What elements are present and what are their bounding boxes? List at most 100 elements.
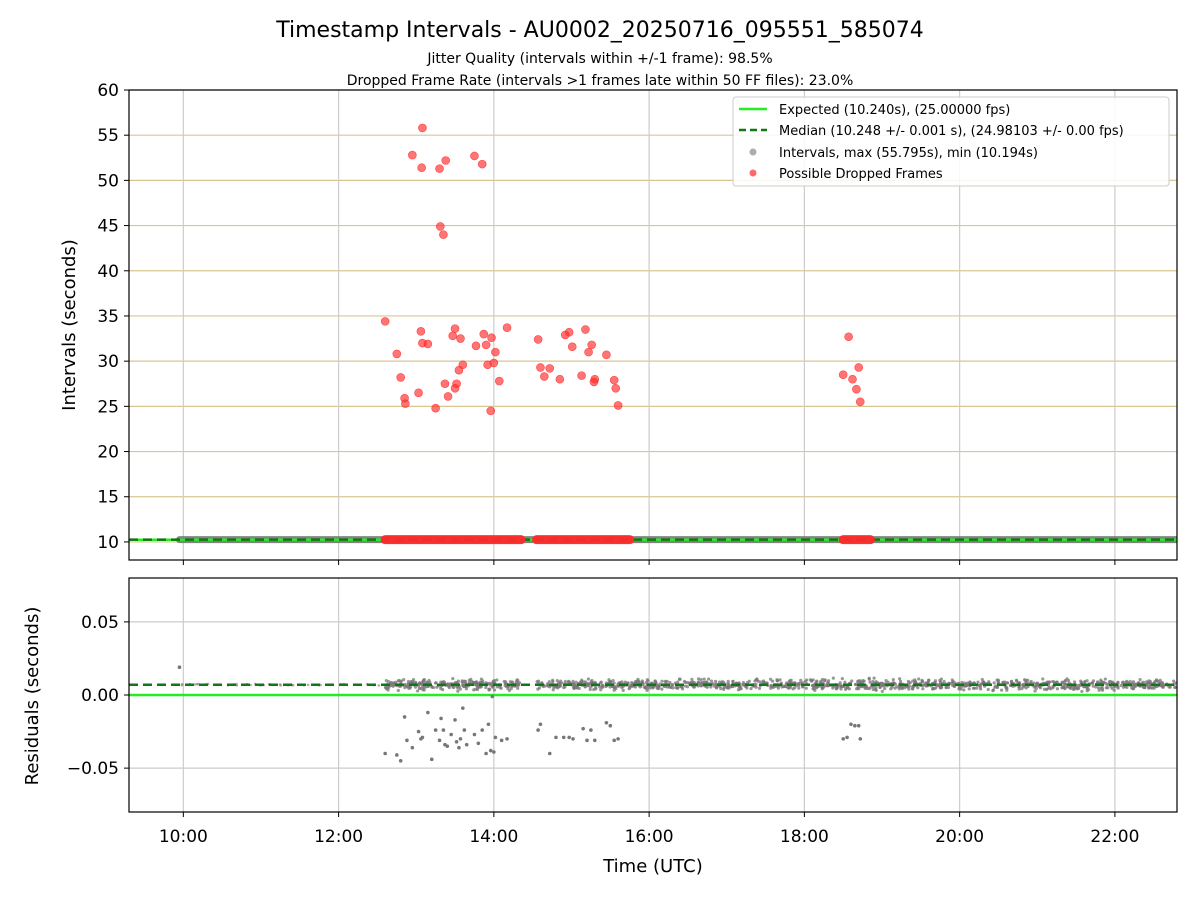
dropped-frame-point: [452, 379, 461, 389]
residual-point: [823, 679, 827, 683]
residual-point: [749, 686, 753, 691]
residual-point: [982, 680, 986, 684]
residual-point: [797, 686, 801, 690]
legend-expected-label: Expected (10.240s), (25.00000 fps): [779, 103, 1010, 118]
residual-point: [428, 680, 432, 685]
residual-point: [1063, 682, 1068, 686]
residual-point: [474, 687, 478, 691]
residual-point: [856, 680, 860, 684]
residual-point: [1134, 682, 1138, 686]
residual-outlier-point: [571, 737, 575, 741]
residual-point: [516, 686, 520, 690]
residual-point: [413, 685, 418, 689]
residual-outlier-point: [841, 737, 845, 741]
residual-point: [644, 680, 648, 685]
residual-point: [725, 685, 729, 689]
residual-outlier-point: [449, 732, 453, 737]
residual-point: [628, 684, 632, 688]
residuals-plot: 0.05 0.00 −0.05 10:00 12:00 14:00 16:00 18:00 20…: [67, 577, 1178, 847]
residual-point: [920, 678, 924, 682]
dropped-frame-point: [540, 372, 549, 381]
dropped-frame-point: [536, 363, 545, 372]
residual-outlier-point: [441, 728, 446, 732]
residual-point: [551, 678, 555, 682]
residual-point: [487, 687, 491, 691]
residual-outlier-point: [845, 735, 849, 740]
residual-point: [959, 687, 963, 691]
residual-point: [408, 686, 412, 690]
residual-point: [811, 687, 815, 691]
residual-point: [968, 680, 972, 684]
residual-point: [992, 681, 996, 685]
dropped-frame-point: [416, 327, 426, 336]
residual-point: [702, 677, 706, 681]
dropped-frame-point: [380, 317, 390, 326]
residual-point: [551, 688, 555, 692]
residual-outlier-point: [416, 729, 421, 734]
legend-intervals-label: Intervals, max (55.795s), min (10.194s): [779, 146, 1038, 161]
residual-point: [1105, 682, 1109, 687]
dropped-frame-point: [401, 399, 410, 408]
residual-point: [1029, 679, 1033, 684]
residual-point: [572, 683, 576, 687]
residual-point: [1034, 684, 1038, 688]
residual-point: [843, 680, 847, 684]
dropped-frame-point: [567, 342, 577, 351]
residual-point: [868, 680, 872, 684]
residual-point: [607, 678, 611, 682]
residual-point: [577, 686, 581, 690]
residual-point: [986, 687, 990, 692]
dropped-frame-point: [418, 123, 427, 133]
top-ytick-label: 35: [97, 307, 119, 327]
residual-point: [563, 685, 567, 689]
residual-point: [648, 686, 652, 690]
residual-point: [636, 677, 640, 681]
residual-point: [676, 680, 680, 684]
residual-point: [1128, 680, 1132, 684]
residual-point: [883, 687, 887, 691]
dropped-frame-point: [392, 349, 402, 359]
residual-point: [641, 682, 645, 687]
residual-point: [789, 678, 793, 682]
residual-point: [441, 688, 445, 692]
top-ytick-label: 15: [97, 488, 119, 508]
residual-point: [547, 680, 551, 684]
residual-point: [979, 682, 983, 687]
residual-point: [1130, 686, 1134, 690]
residual-outlier-point: [437, 738, 442, 743]
residual-point: [815, 680, 819, 684]
residual-point: [714, 682, 718, 687]
residual-point: [391, 681, 396, 686]
residual-outlier-point: [536, 728, 540, 732]
bottom-xtick-label: 18:00: [780, 827, 829, 847]
residual-point: [660, 679, 664, 683]
residual-point: [571, 679, 575, 684]
residual-outlier-point: [457, 745, 461, 750]
residual-point: [653, 679, 657, 683]
residual-point: [574, 680, 578, 684]
residual-point: [278, 683, 282, 686]
dropped-frame-point: [587, 340, 596, 350]
residual-outlier-point: [433, 728, 438, 732]
residual-point: [838, 681, 842, 685]
residual-point: [434, 681, 438, 685]
residual-point: [384, 678, 388, 683]
top-y-axis-label: Intervals (seconds): [59, 239, 80, 411]
residual-point: [1103, 677, 1107, 681]
residual-point: [996, 679, 1001, 683]
residual-point: [778, 678, 782, 682]
residual-point: [1085, 685, 1089, 689]
residual-point: [445, 682, 449, 687]
residual-outlier-point: [395, 753, 399, 757]
dropped-frame-point: [479, 329, 489, 339]
residual-point: [803, 679, 807, 684]
bottom-plot-data: [129, 665, 1177, 763]
residual-point: [495, 685, 499, 689]
dropped-frame-point: [602, 350, 611, 360]
dropped-frame-point: [396, 373, 406, 382]
residual-point: [786, 685, 790, 690]
residual-outlier-point: [499, 738, 504, 743]
top-ytick-label: 25: [97, 397, 119, 417]
residual-point: [685, 685, 690, 689]
